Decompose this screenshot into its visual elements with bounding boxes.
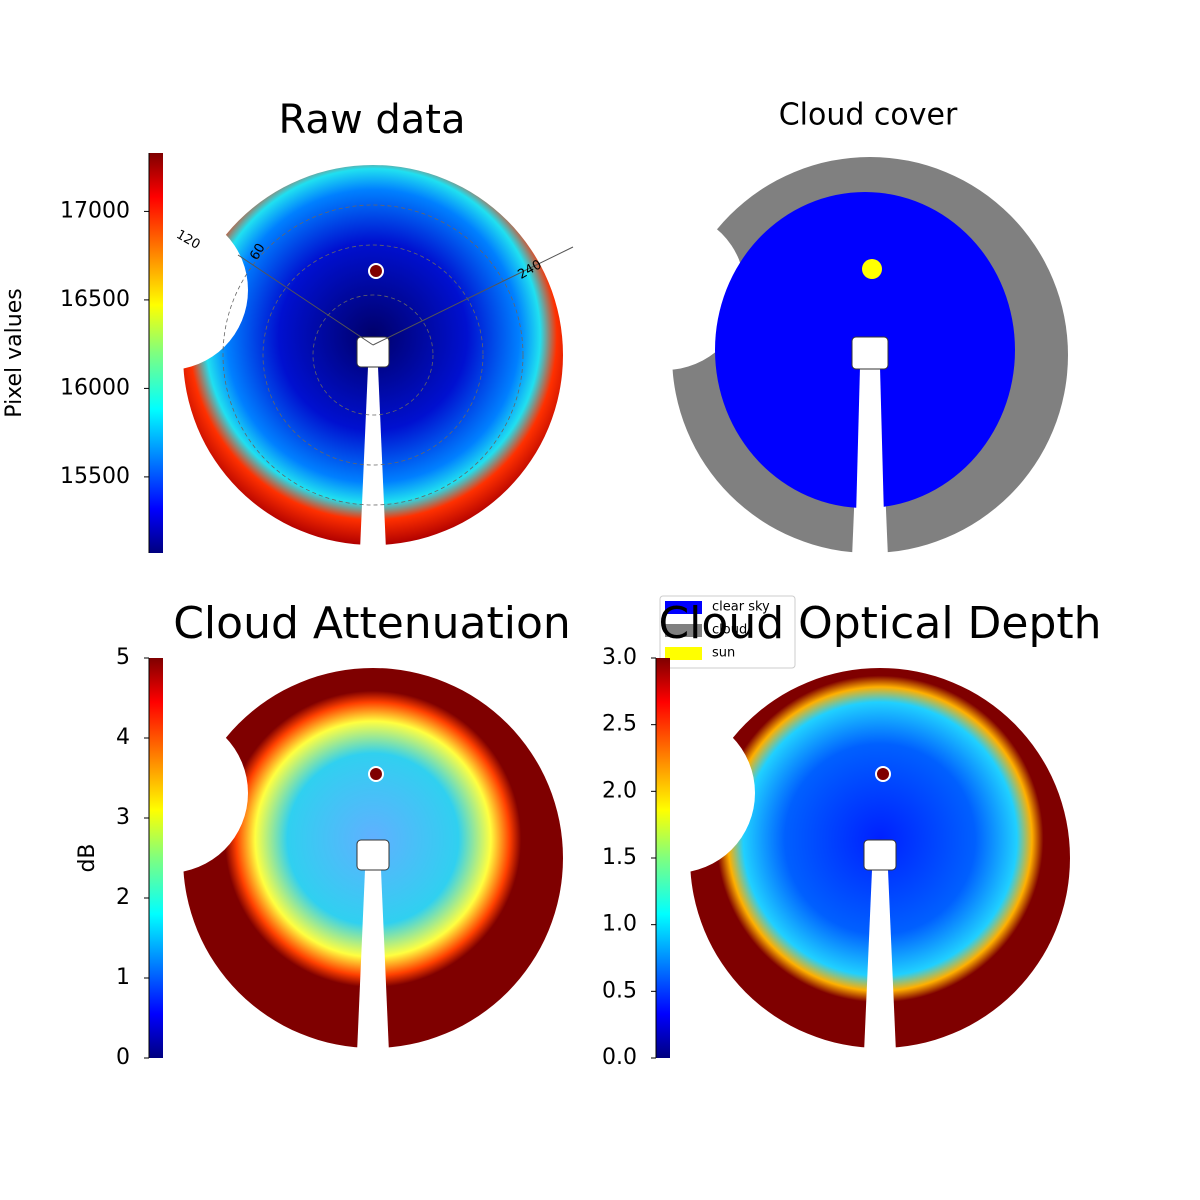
- mast-shadow: [360, 367, 386, 550]
- colorbar-tick-label: 5: [116, 645, 130, 670]
- legend: clear sky cloud sun: [659, 595, 796, 669]
- horizon-cutout: [88, 210, 248, 370]
- polar-ring: [222, 204, 524, 506]
- camera-arm: [356, 839, 390, 871]
- colorbar-tick-label: 16000: [60, 375, 130, 400]
- horizon-cutout: [595, 713, 755, 873]
- horizon-cutout: [585, 210, 745, 370]
- colorbar-tick-label: 15500: [60, 464, 130, 489]
- colorbar-tick-label: 17000: [60, 198, 130, 223]
- sun: [368, 766, 384, 782]
- sun: [875, 766, 891, 782]
- sky-image: [88, 165, 563, 550]
- polar-ring: [312, 294, 434, 416]
- legend-swatch: [665, 601, 702, 614]
- colorbar-tick-label: 1.5: [602, 845, 637, 870]
- polar-spoke: [237, 254, 374, 346]
- panel-title: Cloud cover: [779, 98, 958, 133]
- mast-shadow: [855, 367, 885, 555]
- colorbar-tick-label: 1: [116, 965, 130, 990]
- sun: [862, 259, 882, 279]
- colorbar-tick-label: 2.0: [602, 778, 637, 803]
- legend-label: clear sky: [712, 600, 770, 615]
- colorbar-tick-label: 0.5: [602, 978, 637, 1003]
- colorbar-tick-label: 4: [116, 725, 130, 750]
- colorbar: [149, 153, 163, 553]
- camera-arm: [851, 336, 889, 370]
- panel-title: Cloud Optical Depth: [658, 598, 1101, 649]
- colorbar-tick-label: 2: [116, 885, 130, 910]
- camera-arm: [863, 839, 897, 871]
- panel-title: Raw data: [279, 97, 466, 143]
- sun: [368, 263, 384, 279]
- panel-title: Cloud Attenuation: [173, 598, 571, 649]
- colorbar-tick-label: 0: [116, 1045, 130, 1070]
- colorbar-tick-label: 0.0: [602, 1045, 637, 1070]
- legend-label: cloud: [712, 623, 747, 638]
- polar-spoke: [372, 246, 574, 346]
- sky-image: [595, 668, 1070, 1053]
- sky-image: [88, 668, 563, 1053]
- colorbar: [656, 658, 670, 1058]
- camera-arm: [356, 336, 390, 368]
- polar-label: 60: [247, 241, 268, 263]
- polar-ring: [262, 244, 484, 466]
- colorbar-tick-label: 2.5: [602, 712, 637, 737]
- legend-label: sun: [712, 646, 735, 661]
- colorbar-tick-label: 1.0: [602, 912, 637, 937]
- colorbar-tick-label: 3: [116, 805, 130, 830]
- legend-swatch: [665, 624, 702, 637]
- mast-shadow: [864, 870, 896, 1053]
- horizon-cutout: [88, 713, 248, 873]
- colorbar: [149, 658, 163, 1058]
- colorbar-label: dB: [75, 843, 100, 872]
- legend-swatch: [665, 647, 702, 660]
- mast-shadow: [357, 870, 389, 1053]
- colorbar-tick-label: 16500: [60, 287, 130, 312]
- colorbar-label: Pixel values: [2, 288, 27, 417]
- colorbar-tick-label: 3.0: [602, 645, 637, 670]
